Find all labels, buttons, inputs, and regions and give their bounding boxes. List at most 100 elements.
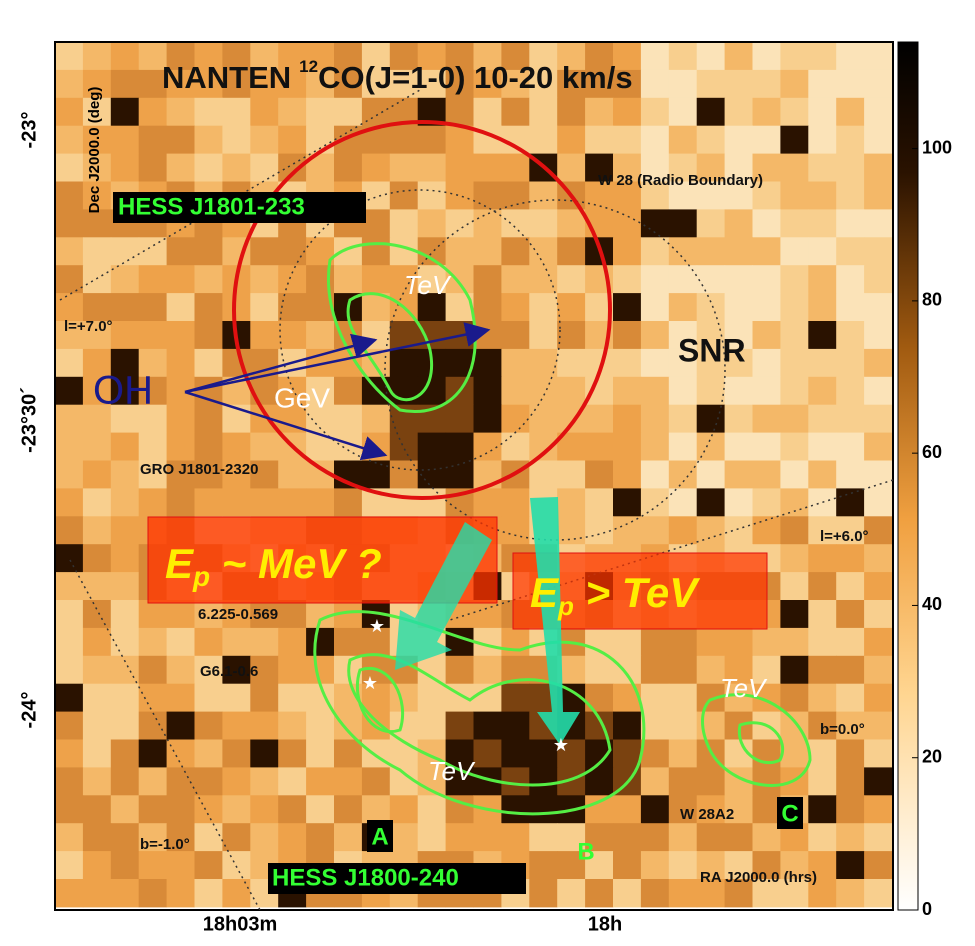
map-pixel — [138, 293, 168, 322]
map-pixel — [529, 125, 558, 155]
map-pixel — [640, 42, 670, 71]
map-pixel — [166, 237, 195, 266]
map-pixel — [82, 767, 112, 796]
l6: l=+6.0° — [820, 528, 869, 545]
map-pixel — [808, 237, 837, 266]
map-pixel — [222, 739, 251, 768]
map-pixel — [194, 42, 223, 71]
map-pixel — [585, 97, 614, 127]
map-pixel — [724, 125, 753, 155]
map-pixel — [668, 153, 698, 182]
map-pixel — [222, 153, 251, 182]
map-pixel — [724, 488, 753, 517]
map-pixel — [138, 627, 168, 657]
map-pixel — [696, 376, 726, 406]
map-pixel — [82, 711, 112, 740]
map-pixel — [110, 711, 140, 740]
map-pixel — [613, 851, 642, 880]
map-pixel — [501, 209, 530, 238]
map-pixel — [501, 97, 530, 127]
map-pixel — [808, 181, 837, 210]
map-pixel — [864, 655, 893, 685]
map-pixel — [55, 432, 84, 461]
map-pixel — [808, 823, 837, 852]
label-c: C — [781, 800, 798, 827]
map-pixel — [306, 97, 335, 127]
map-pixel — [780, 348, 809, 378]
map-pixel — [389, 42, 419, 71]
map-pixel — [82, 823, 112, 852]
colorbar-tick-label: 100 — [922, 137, 952, 157]
colorbar-tick-label: 60 — [922, 442, 942, 462]
map-pixel — [724, 879, 753, 908]
map-pixel — [668, 823, 698, 852]
map-pixel — [473, 42, 502, 71]
map-pixel — [640, 488, 670, 517]
map-pixel — [501, 237, 530, 266]
map-pixel — [306, 376, 335, 406]
map-pixel — [222, 293, 251, 322]
map-pixel — [836, 69, 865, 99]
map-pixel — [780, 181, 809, 210]
map-pixel — [55, 321, 84, 350]
oh: OH — [93, 369, 153, 413]
map-pixel — [836, 42, 865, 71]
map-pixel — [445, 432, 474, 461]
map-pixel — [389, 488, 419, 517]
map-pixel — [389, 209, 419, 238]
map-pixel — [724, 627, 753, 657]
map-pixel — [864, 42, 893, 71]
map-pixel — [752, 432, 781, 461]
map-pixel — [808, 376, 837, 406]
map-pixel — [222, 851, 251, 880]
map-pixel — [724, 404, 753, 434]
map-pixel — [613, 795, 642, 824]
map-pixel — [417, 265, 447, 294]
map-pixel — [613, 42, 642, 71]
map-pixel — [613, 348, 642, 378]
map-pixel — [557, 153, 586, 182]
map-pixel — [138, 153, 168, 182]
map-pixel — [864, 739, 893, 768]
map-pixel — [138, 767, 168, 796]
map-pixel — [640, 237, 670, 266]
map-pixel — [808, 711, 837, 740]
map-pixel — [724, 293, 753, 322]
map-pixel — [640, 460, 670, 489]
map-pixel — [194, 432, 223, 461]
map-pixel — [55, 767, 84, 796]
map-pixel — [194, 460, 223, 489]
map-pixel — [780, 460, 809, 489]
map-pixel — [55, 879, 84, 908]
map-pixel — [808, 544, 837, 573]
map-pixel — [724, 237, 753, 266]
map-pixel — [166, 879, 195, 908]
e: E — [165, 540, 195, 587]
map-pixel — [752, 348, 781, 378]
map-pixel — [250, 432, 279, 461]
map-pixel — [278, 739, 307, 768]
map-pixel — [166, 683, 195, 713]
map-pixel — [640, 153, 670, 182]
map-pixel — [445, 711, 474, 740]
oh-arrows — [184, 322, 491, 461]
map-pixel — [361, 627, 391, 657]
map-pixel — [82, 600, 112, 629]
map-pixel — [724, 209, 753, 238]
map-pixel — [194, 627, 223, 657]
map-pixel — [696, 767, 726, 796]
map-pixel — [640, 265, 670, 294]
map-pixel — [668, 683, 698, 713]
map-pixel — [640, 97, 670, 127]
map-pixel — [557, 376, 586, 406]
map-pixel — [836, 153, 865, 182]
map-pixel — [82, 544, 112, 573]
map-pixel — [585, 125, 614, 155]
map-pixel — [166, 293, 195, 322]
svg-text:★: ★ — [362, 673, 378, 693]
map-pixel — [473, 376, 502, 406]
map-pixel — [836, 460, 865, 489]
map-pixel — [864, 879, 893, 908]
map-pixel — [250, 265, 279, 294]
map-pixel — [110, 683, 140, 713]
